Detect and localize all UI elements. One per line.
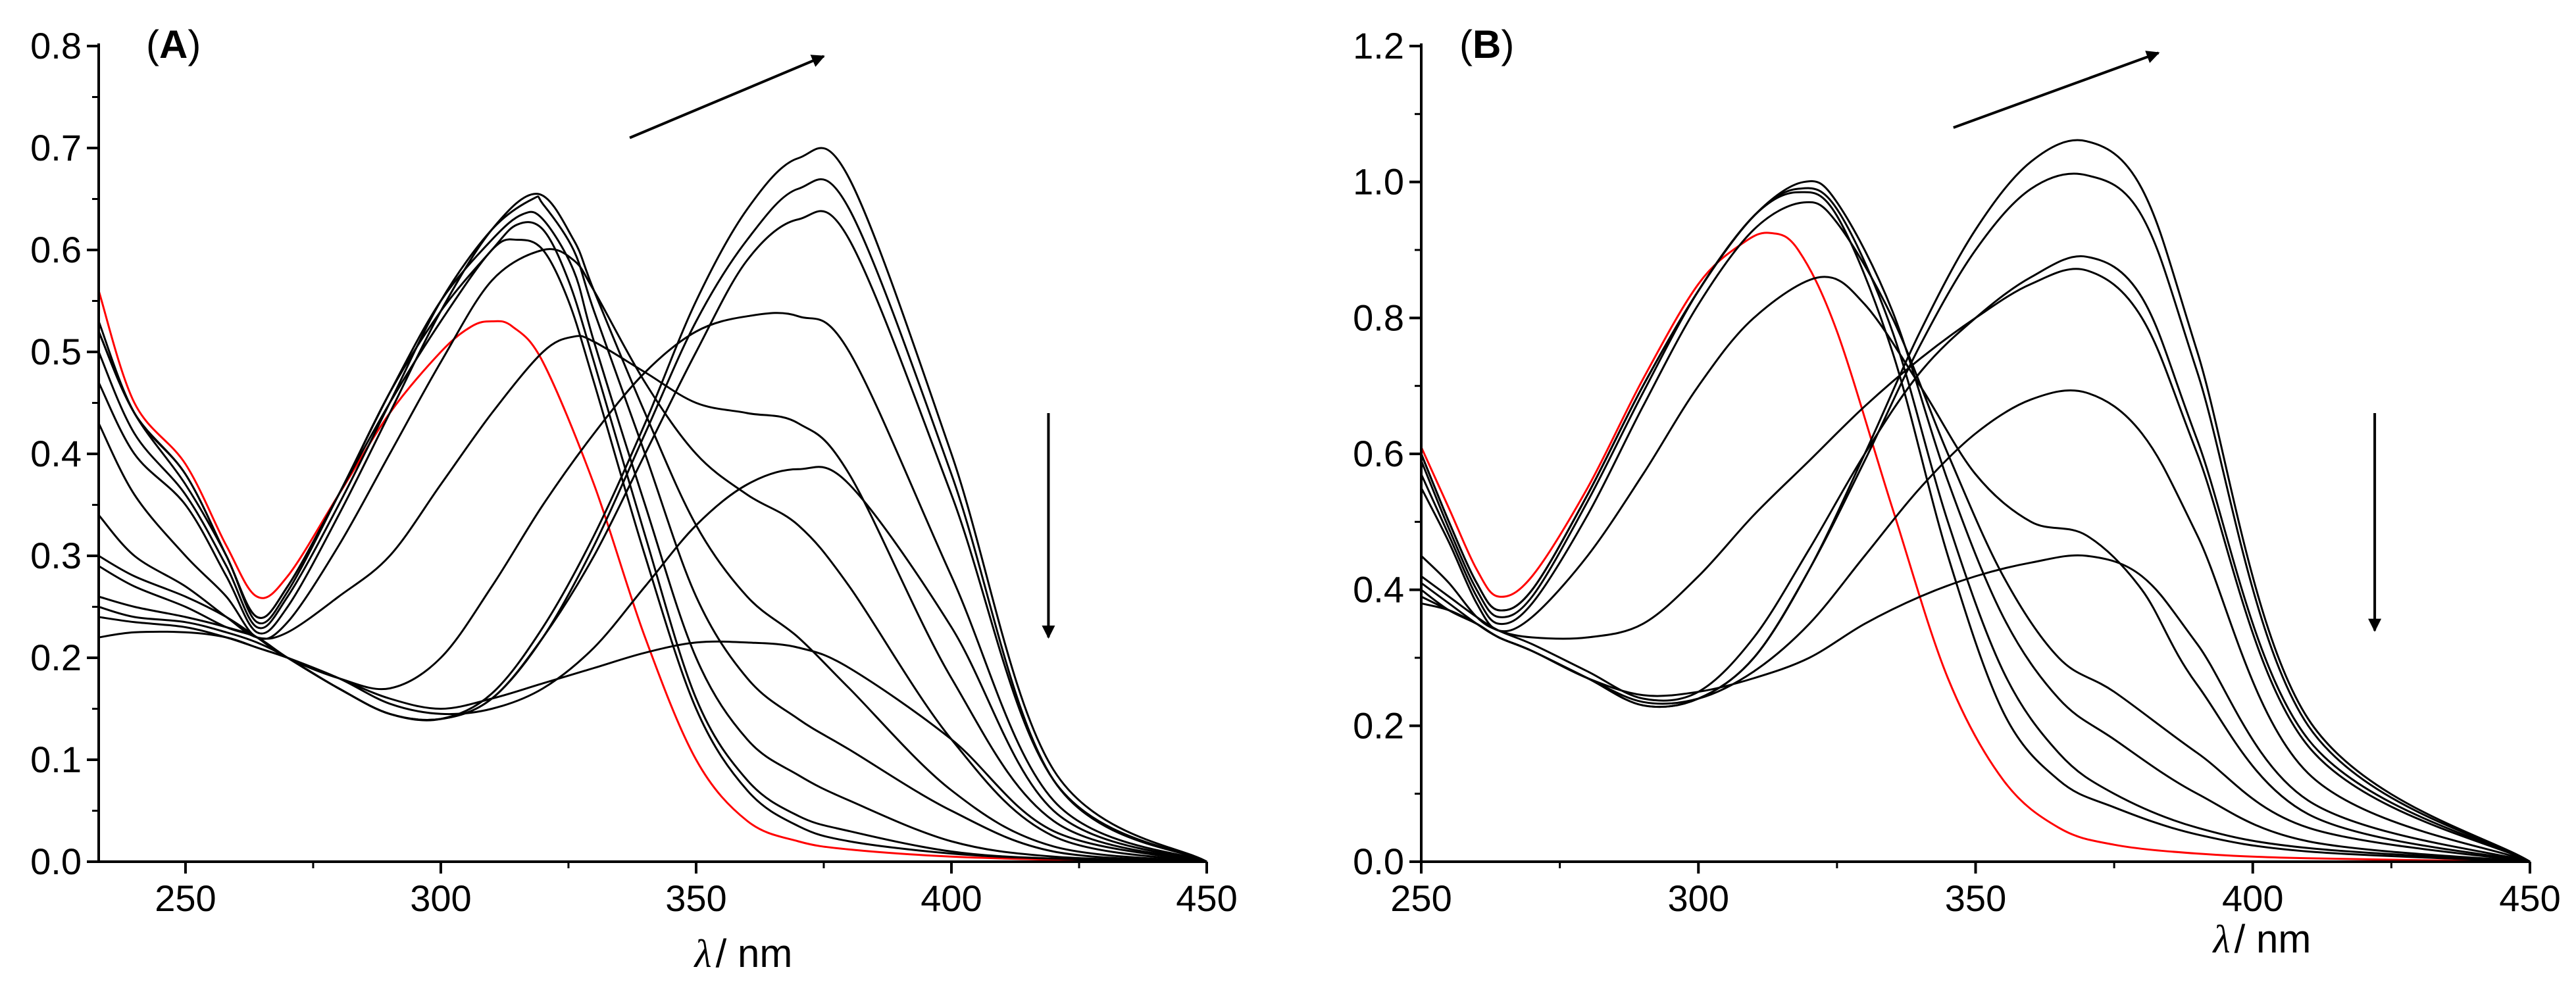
panel-b-series-11 — [1421, 554, 2531, 863]
panel-a-series-10 — [98, 178, 1207, 863]
panel-a: 0.0 0.1 0.2 0.3 0.4 0.5 0.6 0.7 0.8 250 300 350 400 4… — [30, 22, 1238, 976]
panel-a-y-tick-label: 0.5 — [30, 331, 82, 372]
panel-a-y-tick-label: 0.0 — [30, 841, 82, 882]
panel-a-series-1 — [97, 238, 1207, 863]
panel-a-series-2 — [97, 221, 1207, 863]
panel-b-x-tick-label: 400 — [2222, 877, 2283, 919]
panel-b-series-5 — [1420, 276, 2531, 863]
panel-b-series-initial-red — [1420, 232, 2531, 863]
panel-a-x-tick-label: 400 — [921, 877, 982, 919]
panel-a-series-3 — [97, 210, 1207, 863]
panel-b-letter: B — [1473, 22, 1501, 66]
panel-a-y-tick-label: 0.6 — [30, 229, 82, 270]
panel-a-x-tick-label: 250 — [155, 877, 216, 919]
panel-a-x-tick-label: 300 — [410, 877, 471, 919]
panel-a-series-6 — [97, 248, 1207, 863]
panel-b-series-1 — [1420, 191, 2531, 863]
panel-b-series-7 — [1421, 255, 2531, 863]
panel-a-y-tick-label: 0.7 — [30, 127, 82, 168]
panel-a-series-5 — [97, 193, 1207, 863]
panel-a-letter: A — [159, 22, 188, 66]
panel-a-series-13 — [98, 630, 1207, 863]
panel-b-y-tick-label: 0.8 — [1353, 297, 1404, 338]
panel-b-x-tick-label: 250 — [1390, 877, 1452, 919]
panel-a-series-11 — [98, 147, 1207, 863]
panel-a-series-4 — [97, 195, 1207, 863]
panel-a-x-axis-label: λ / nm — [694, 931, 793, 976]
panel-b: 0.0 0.2 0.4 0.6 0.8 1.0 1.2 250 300 350 400 450 (B)… — [1353, 22, 2561, 961]
panel-a-y-tick-label: 0.3 — [30, 535, 82, 576]
panel-b-y-tick-label: 0.0 — [1353, 841, 1404, 882]
panel-b-x-tick-label: 300 — [1668, 877, 1729, 919]
panel-b-label: (B) — [1459, 22, 1514, 66]
panel-b-series-2 — [1420, 187, 2531, 863]
panel-b-series-6 — [1420, 268, 2531, 863]
panel-a-y-tick-label: 0.1 — [30, 739, 82, 780]
panel-a-y-tick-label: 0.4 — [30, 433, 82, 474]
panel-b-series-4 — [1420, 201, 2531, 863]
panel-b-y-tick-label: 0.4 — [1353, 569, 1404, 610]
panel-b-x-tick-label: 350 — [1945, 877, 2006, 919]
panel-a-series-9 — [98, 210, 1207, 863]
panel-b-y-tick-label: 1.2 — [1353, 25, 1404, 66]
panel-a-x-tick-label: 350 — [665, 877, 726, 919]
panel-a-y-tick-label: 0.2 — [30, 637, 82, 678]
panel-b-x-axis-label: λ / nm — [2212, 917, 2311, 961]
panel-b-y-tick-label: 1.0 — [1353, 161, 1404, 203]
panel-a-label: (A) — [146, 22, 201, 66]
panel-a-y-tick-label: 0.8 — [30, 25, 82, 66]
panel-b-y-tick-label: 0.6 — [1353, 433, 1404, 474]
panel-b-arrow-increase — [1953, 51, 2160, 129]
panel-b-y-tick-label: 0.2 — [1353, 704, 1404, 746]
panel-b-series-3 — [1420, 180, 2531, 863]
panel-a-arrow-increase — [629, 55, 825, 139]
panel-b-x-tick-label: 450 — [2499, 877, 2560, 919]
panel-a-x-tick-label: 450 — [1176, 877, 1237, 919]
panel-a-series-initial-red — [97, 290, 1207, 863]
